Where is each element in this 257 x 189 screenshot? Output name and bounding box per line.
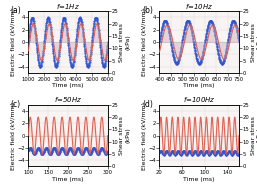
Text: (d): (d) [142,100,153,109]
Y-axis label: Shear stress
(kPa): Shear stress (kPa) [251,116,257,155]
Title: $f$=100Hz: $f$=100Hz [183,95,216,104]
Title: $f$=10Hz: $f$=10Hz [185,2,213,11]
Y-axis label: Shear stress
(kPa): Shear stress (kPa) [120,23,130,62]
Y-axis label: Shear stress
(kPa): Shear stress (kPa) [251,23,257,62]
X-axis label: Time (ms): Time (ms) [183,177,215,182]
Y-axis label: Electric field (kV/mm): Electric field (kV/mm) [11,8,16,76]
Y-axis label: Shear stress
(kPa): Shear stress (kPa) [120,116,130,155]
X-axis label: Time (ms): Time (ms) [52,83,84,88]
X-axis label: Time (ms): Time (ms) [52,177,84,182]
Text: (a): (a) [11,6,22,15]
Y-axis label: Electric field (kV/mm): Electric field (kV/mm) [11,101,16,170]
Y-axis label: Electric field (kV/mm): Electric field (kV/mm) [142,8,147,76]
Title: $f$=1Hz: $f$=1Hz [56,2,80,11]
Text: (b): (b) [142,6,153,15]
X-axis label: Time (ms): Time (ms) [183,83,215,88]
Title: $f$=50Hz: $f$=50Hz [54,95,82,104]
Text: (c): (c) [11,100,21,109]
Y-axis label: Electric field (kV/mm): Electric field (kV/mm) [142,101,147,170]
